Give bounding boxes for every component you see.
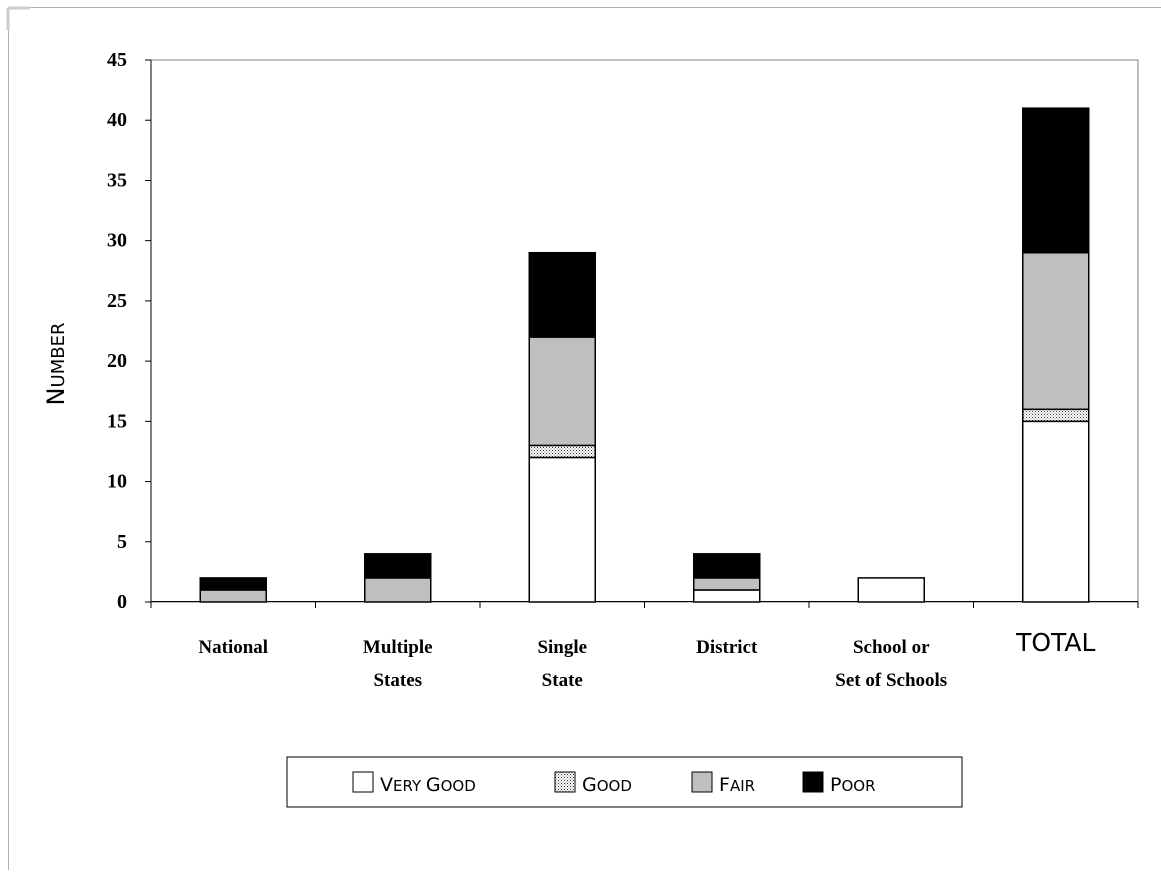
x-category-label: National [198, 637, 268, 658]
x-category-label: School or Set of Schools [835, 637, 947, 691]
bar-segment-poor [199, 577, 267, 591]
y-tick-label: 25 [107, 290, 127, 312]
bar-segment-fair [199, 589, 267, 603]
y-tick-label: 45 [107, 49, 127, 71]
legend-label-good: GOOD [582, 774, 632, 796]
bar-segment-poor [528, 251, 596, 338]
bar-segment-very-good [857, 577, 925, 603]
frame-corner [6, 6, 1161, 870]
x-category-label: TOTAL [1015, 628, 1095, 657]
bar-segment-very-good [693, 589, 761, 603]
bar-segment-fair [1022, 251, 1090, 411]
bar-segment-good [1022, 408, 1090, 423]
bar-segment-very-good [1022, 420, 1090, 603]
x-category-label: Multiple States [363, 637, 433, 691]
bar-segment-good [528, 444, 596, 459]
bar-segment-fair [364, 577, 432, 603]
bar-segment-fair [528, 336, 596, 447]
bar-segment-very-good [528, 456, 596, 603]
y-tick-label: 20 [107, 350, 127, 372]
y-axis-title: NUMBER [42, 323, 70, 406]
x-axis-labels: National Multiple States Single State Distric… [198, 628, 1095, 691]
legend-label-poor: POOR [830, 774, 876, 796]
plot-border [150, 59, 1139, 603]
x-axis-ticks [150, 602, 1139, 608]
legend-swatch-very-good [352, 771, 374, 793]
y-tick-label: 35 [107, 169, 127, 191]
legend-label-very-good: VERY GOOD [380, 774, 476, 796]
x-category-label: District [696, 637, 758, 658]
legend: VERY GOOD GOOD FAIR POOR [286, 756, 963, 808]
legend-box [286, 756, 963, 808]
y-tick-label: 10 [107, 471, 127, 493]
bar-segment-poor [693, 553, 761, 579]
y-tick-label: 0 [117, 591, 127, 613]
y-tick-label: 5 [117, 531, 127, 553]
plot-area [150, 59, 1139, 603]
bar-segment-fair [693, 577, 761, 591]
y-axis-ticks: 0 5 10 15 20 25 30 35 40 45 [107, 49, 151, 613]
legend-swatch-fair [691, 771, 713, 793]
x-category-label: Single State [537, 637, 587, 691]
legend-label-fair: FAIR [719, 774, 755, 796]
legend-swatch-poor [802, 771, 824, 793]
y-tick-label: 30 [107, 230, 127, 252]
bar-segment-poor [364, 553, 432, 579]
y-tick-label: 15 [107, 410, 127, 432]
bars [199, 107, 1090, 603]
bar-segment-poor [1022, 107, 1090, 254]
y-tick-label: 40 [107, 109, 127, 131]
legend-swatch-good [554, 771, 576, 793]
